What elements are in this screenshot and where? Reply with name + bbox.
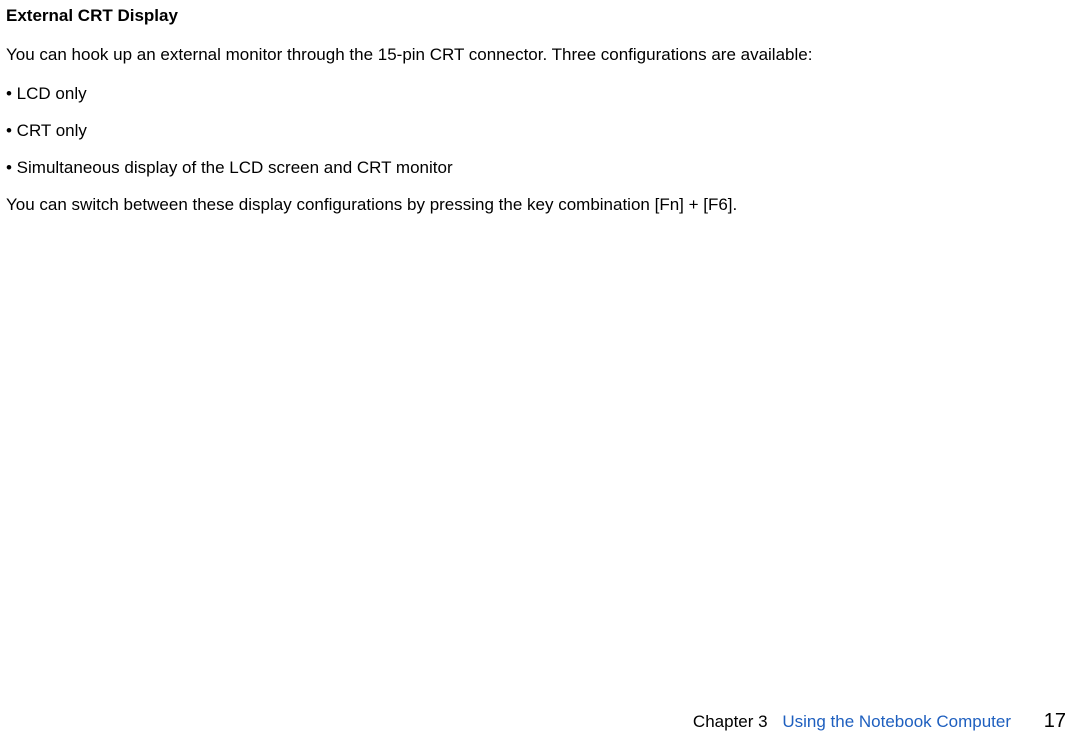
intro-paragraph: You can hook up an external monitor thro… bbox=[6, 44, 1066, 67]
page-footer: Chapter 3 Using the Notebook Computer 17 bbox=[693, 710, 1066, 733]
outro-paragraph: You can switch between these display con… bbox=[6, 194, 1066, 217]
document-page: External CRT Display You can hook up an … bbox=[0, 0, 1086, 747]
page-number: 17 bbox=[1044, 710, 1066, 732]
chapter-label: Chapter 3 bbox=[693, 712, 768, 731]
section-heading: External CRT Display bbox=[6, 6, 1066, 26]
bullet-item: • LCD only bbox=[6, 83, 1066, 106]
bullet-item: • CRT only bbox=[6, 120, 1066, 143]
chapter-title: Using the Notebook Computer bbox=[782, 712, 1011, 731]
content-block: External CRT Display You can hook up an … bbox=[6, 6, 1066, 233]
bullet-item: • Simultaneous display of the LCD screen… bbox=[6, 157, 1066, 180]
